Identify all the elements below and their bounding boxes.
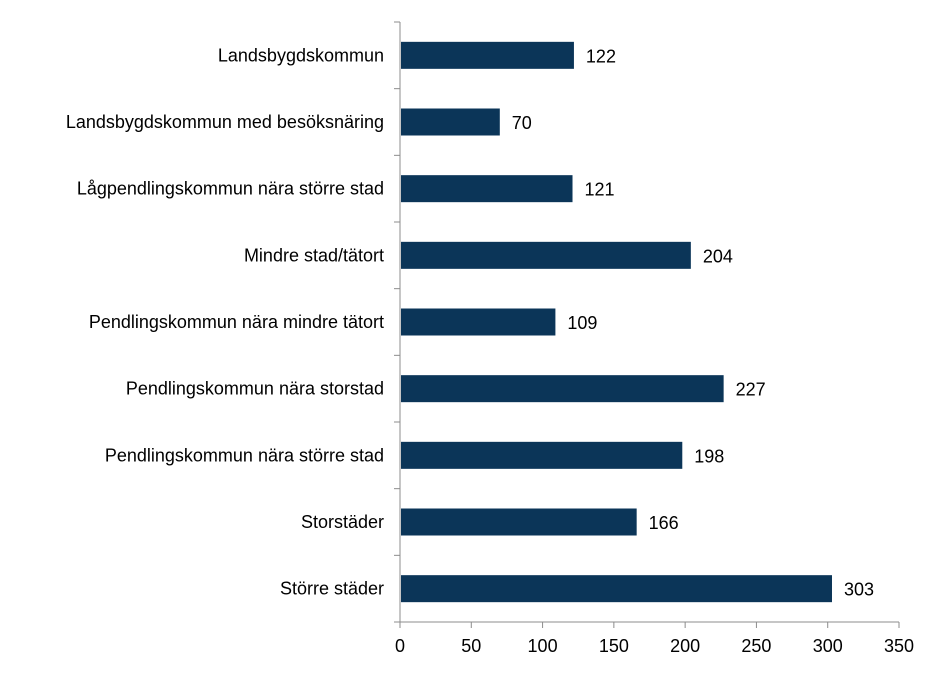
category-label: Pendlingskommun nära mindre tätort: [89, 312, 384, 332]
bar: [401, 241, 691, 269]
labels-layer: 0 50 100 150 200 250 300 350 Landsbygdskommun 122…: [66, 45, 914, 656]
data-label: 227: [736, 380, 766, 400]
x-tick-label: 50: [461, 636, 481, 656]
x-tick-label: 350: [884, 636, 914, 656]
data-label: 303: [844, 580, 874, 600]
bar: [401, 41, 574, 69]
category-label: Pendlingskommun nära storstad: [126, 379, 384, 399]
x-tick-label: 150: [599, 636, 629, 656]
data-label: 121: [585, 180, 615, 200]
x-tick-label: 100: [528, 636, 558, 656]
bar: [401, 441, 683, 469]
bars-layer: [401, 41, 832, 603]
data-label: 204: [703, 246, 733, 266]
data-label: 198: [694, 446, 724, 466]
data-label: 109: [567, 313, 597, 333]
bar: [401, 308, 556, 336]
x-tick-label: 200: [670, 636, 700, 656]
category-label: Lågpendlingskommun nära större stad: [77, 179, 384, 199]
axes-layer: [394, 21, 900, 628]
data-label: 122: [586, 46, 616, 66]
bar: [401, 575, 832, 603]
bar: [401, 108, 500, 136]
category-label: Större städer: [280, 579, 384, 599]
bar: [401, 175, 573, 203]
category-label: Mindre stad/tätort: [244, 245, 384, 265]
data-label: 166: [649, 513, 679, 533]
x-tick-label: 0: [395, 636, 405, 656]
x-tick-label: 250: [741, 636, 771, 656]
category-label: Landsbygdskommun med besöksnäring: [66, 112, 384, 132]
category-label: Storstäder: [301, 512, 384, 532]
category-label: Pendlingskommun nära större stad: [105, 445, 384, 465]
data-label: 70: [512, 113, 532, 133]
bar: [401, 508, 637, 536]
x-tick-label: 300: [813, 636, 843, 656]
category-label: Landsbygdskommun: [218, 45, 384, 65]
bar: [401, 375, 724, 403]
